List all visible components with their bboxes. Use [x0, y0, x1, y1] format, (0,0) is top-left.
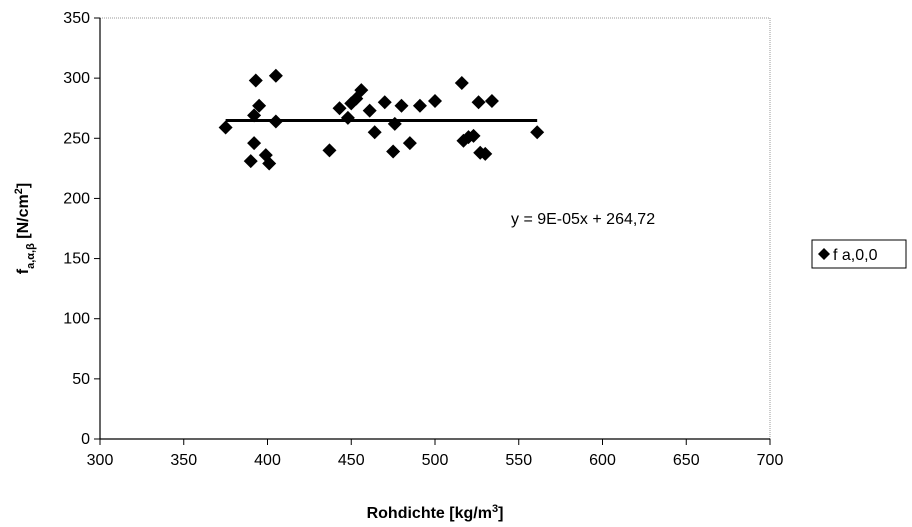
legend-label: f a,0,0 — [833, 247, 878, 264]
y-axis-title-sup: 2 — [13, 188, 25, 194]
y-axis-ticks: 0 50 100 150 200 250 300 350 — [63, 10, 100, 448]
data-point — [530, 125, 545, 140]
y-axis-title-end: ] — [15, 183, 32, 188]
x-tick-label: 550 — [505, 452, 532, 469]
data-point — [454, 75, 469, 90]
trendline-equation: y = 9E-05x + 264,72 — [511, 211, 655, 228]
data-point — [340, 110, 355, 125]
legend: f a,0,0 — [811, 239, 907, 269]
y-tick-label: 100 — [63, 311, 90, 328]
y-axis-title-main: f — [15, 268, 32, 274]
data-point — [247, 136, 262, 151]
y-axis-title-mid: [N/cm — [15, 194, 32, 243]
data-point — [218, 120, 233, 135]
data-points — [218, 68, 545, 171]
data-point — [354, 83, 369, 98]
data-point — [466, 128, 481, 143]
data-point — [394, 98, 409, 113]
x-axis-ticks: 300 350 400 450 500 550 600 650 700 — [87, 439, 784, 469]
data-point — [428, 93, 442, 108]
x-axis-title-sup: 3 — [492, 503, 498, 515]
x-tick-label: 500 — [422, 452, 449, 469]
data-point — [367, 125, 382, 140]
y-axis-title-sub: a,α,β — [25, 243, 37, 269]
x-axis-title-end: ] — [498, 505, 503, 522]
data-point — [247, 108, 262, 123]
data-point — [362, 103, 377, 118]
data-point — [412, 98, 427, 113]
y-tick-label: 150 — [63, 251, 90, 268]
legend-marker-diamond — [818, 248, 830, 260]
x-tick-label: 450 — [338, 452, 365, 469]
y-tick-label: 50 — [72, 371, 90, 388]
data-point — [471, 95, 486, 110]
data-point — [377, 95, 392, 110]
plot-area — [99, 17, 771, 440]
data-point — [248, 73, 263, 88]
y-tick-label: 300 — [63, 70, 90, 87]
x-axis-title-main: Rohdichte [kg/m — [367, 505, 492, 522]
data-point — [268, 68, 283, 83]
y-tick-label: 250 — [63, 130, 90, 147]
data-point — [402, 136, 417, 151]
data-point — [243, 154, 258, 169]
data-point — [386, 144, 401, 159]
x-tick-label: 400 — [254, 452, 281, 469]
data-point — [252, 98, 267, 113]
y-tick-label: 200 — [63, 190, 90, 207]
y-tick-label: 0 — [81, 431, 90, 448]
y-tick-label: 350 — [63, 10, 90, 27]
x-axis-title: Rohdichte [kg/m3] — [367, 503, 504, 522]
data-point — [484, 93, 499, 108]
x-tick-label: 300 — [87, 452, 114, 469]
y-axis-title: fa,α,β [N/cm2] — [13, 183, 37, 274]
data-point — [262, 156, 277, 171]
data-point — [387, 116, 402, 131]
plot-frame — [99, 17, 771, 440]
x-tick-label: 350 — [170, 452, 197, 469]
x-tick-label: 600 — [589, 452, 616, 469]
data-point — [332, 101, 347, 116]
data-point — [322, 143, 337, 158]
x-tick-label: 650 — [673, 452, 700, 469]
data-point — [478, 146, 493, 161]
data-point — [268, 114, 283, 129]
x-tick-label: 700 — [757, 452, 784, 469]
